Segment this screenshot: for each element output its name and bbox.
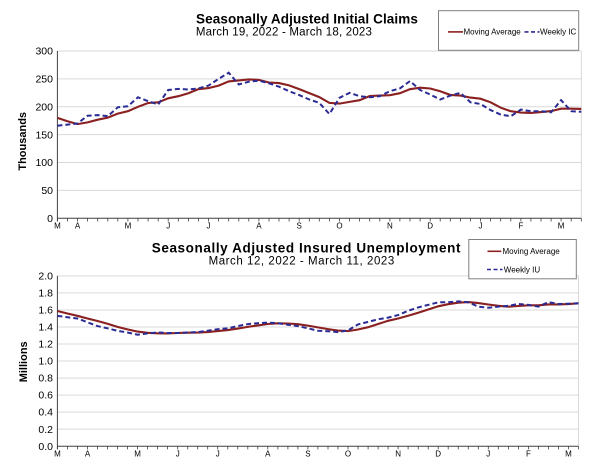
svg-text:March 12, 2022 - March 11, 202: March 12, 2022 - March 11, 2023 [209, 255, 395, 267]
svg-text:N: N [395, 449, 401, 458]
svg-text:50: 50 [41, 185, 53, 197]
svg-text:March 19, 2022 - March 18, 202: March 19, 2022 - March 18, 2023 [196, 26, 372, 38]
svg-text:O: O [345, 449, 351, 458]
svg-text:A: A [256, 222, 262, 231]
svg-text:M: M [134, 449, 141, 458]
svg-text:J: J [166, 222, 170, 231]
svg-text:O: O [336, 222, 342, 231]
svg-text:1.2: 1.2 [38, 339, 53, 351]
svg-text:D: D [435, 449, 441, 458]
svg-text:N: N [387, 222, 393, 231]
svg-text:100: 100 [35, 157, 53, 169]
svg-text:J: J [479, 222, 483, 231]
svg-text:S: S [305, 449, 310, 458]
svg-text:Thousands: Thousands [17, 112, 29, 171]
svg-text:Moving Average: Moving Average [464, 28, 522, 37]
svg-text:A: A [75, 222, 81, 231]
svg-text:2.0: 2.0 [38, 271, 53, 283]
svg-text:Weekly IU: Weekly IU [504, 265, 541, 274]
svg-text:A: A [265, 449, 271, 458]
svg-text:1.8: 1.8 [38, 288, 53, 300]
svg-text:M: M [558, 222, 565, 231]
svg-text:150: 150 [35, 129, 53, 141]
svg-text:0.6: 0.6 [38, 390, 53, 402]
svg-text:1.0: 1.0 [38, 356, 53, 368]
svg-text:F: F [518, 222, 523, 231]
svg-text:M: M [54, 449, 61, 458]
svg-text:J: J [486, 449, 490, 458]
svg-text:0: 0 [47, 213, 53, 225]
svg-text:0.4: 0.4 [38, 407, 53, 419]
svg-text:A: A [85, 449, 91, 458]
svg-text:J: J [207, 222, 211, 231]
svg-text:J: J [176, 449, 180, 458]
svg-text:0.2: 0.2 [38, 424, 53, 436]
svg-text:J: J [216, 449, 220, 458]
svg-text:Weekly IC: Weekly IC [540, 28, 577, 37]
svg-text:Millions: Millions [18, 341, 30, 382]
svg-text:1.6: 1.6 [38, 305, 53, 317]
svg-text:300: 300 [35, 46, 53, 58]
svg-text:Seasonally Adjusted Insured Un: Seasonally Adjusted Insured Unemployment [152, 240, 461, 255]
svg-text:S: S [297, 222, 302, 231]
svg-text:0.0: 0.0 [38, 441, 53, 453]
svg-text:D: D [427, 222, 433, 231]
svg-text:M: M [565, 449, 572, 458]
svg-text:M: M [54, 222, 61, 231]
svg-text:1.4: 1.4 [38, 322, 53, 334]
svg-text:Seasonally Adjusted Initial Cl: Seasonally Adjusted Initial Claims [196, 11, 418, 26]
svg-text:Moving Average: Moving Average [503, 247, 561, 256]
svg-text:200: 200 [35, 101, 53, 113]
svg-text:F: F [526, 449, 531, 458]
svg-text:0.8: 0.8 [38, 373, 53, 385]
svg-text:M: M [125, 222, 132, 231]
svg-text:250: 250 [35, 73, 53, 85]
